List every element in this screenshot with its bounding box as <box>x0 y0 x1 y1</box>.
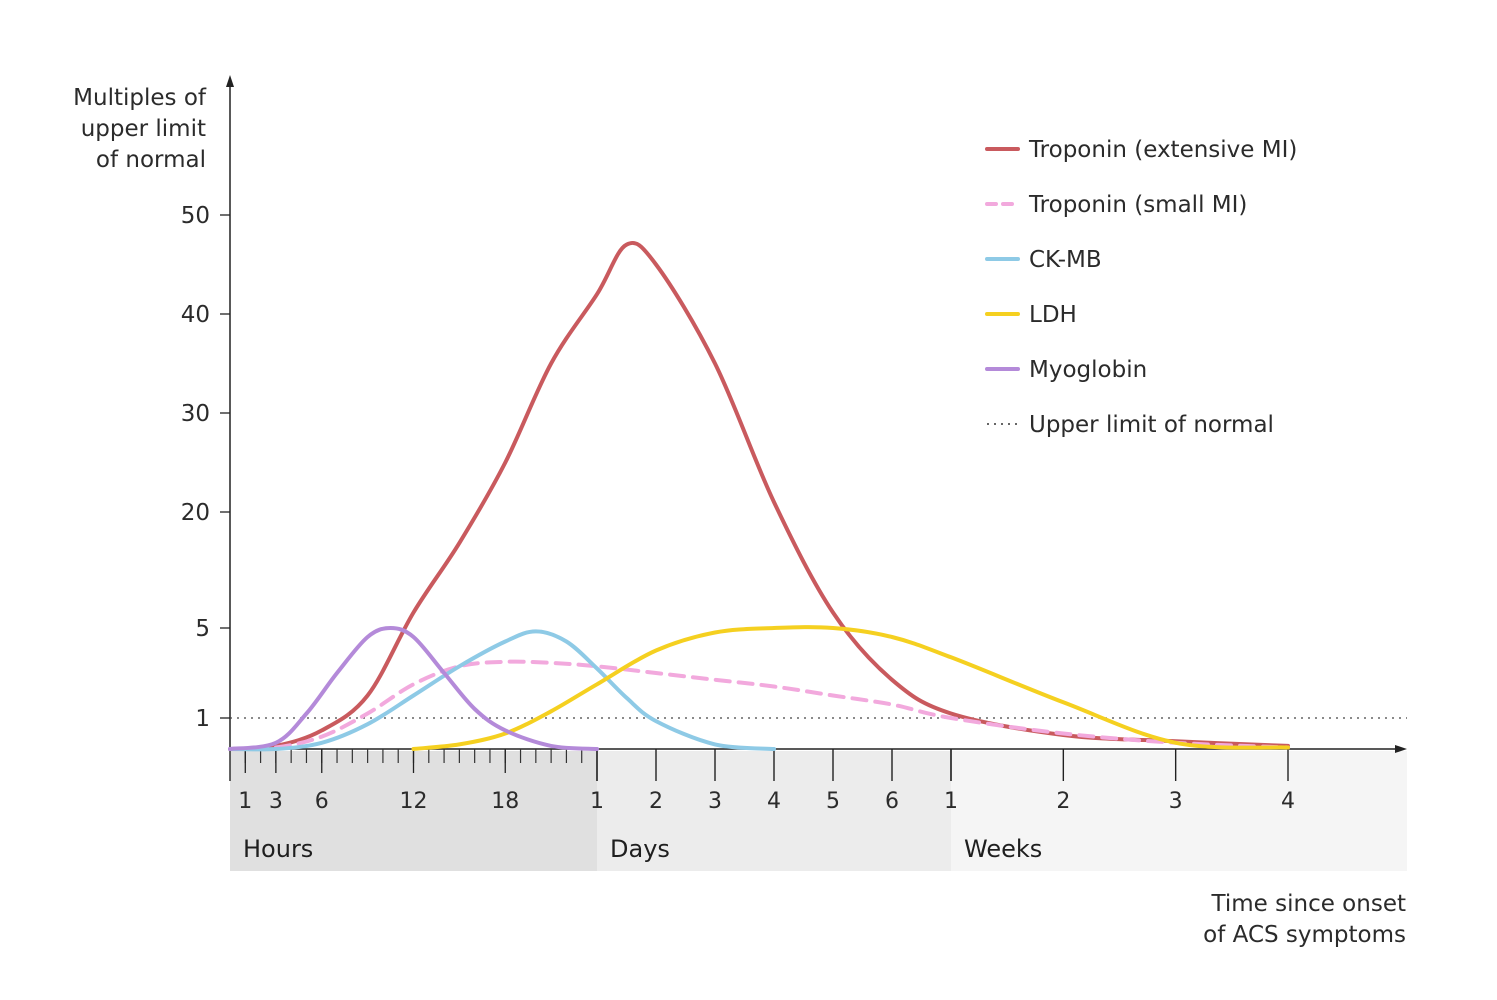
legend: Troponin (extensive MI) Troponin (small M… <box>985 137 1297 438</box>
series-line-troponin-extensive-mi <box>228 240 1290 751</box>
legend-label: Troponin (extensive MI) <box>1028 137 1297 163</box>
x-tick-label-hours: 18 <box>491 789 519 814</box>
x-tick-label-weeks: 4 <box>1281 789 1295 814</box>
legend-label: Upper limit of normal <box>1029 412 1274 438</box>
x-tick-label-weeks: 3 <box>1169 789 1183 814</box>
y-tick-label: 50 <box>181 203 210 229</box>
y-axis-label: upper limit <box>81 116 206 142</box>
y-tick-label: 30 <box>181 401 210 427</box>
series-line-myoglobin <box>228 626 599 751</box>
y-axis-label: Multiples of <box>73 85 207 111</box>
x-tick-label-hours: 3 <box>269 789 283 814</box>
series-line-ck-mb <box>228 629 776 752</box>
x-tick-label-hours: 12 <box>400 789 428 814</box>
y-tick-label: 1 <box>195 706 210 732</box>
band-label-weeks: Weeks <box>964 835 1042 863</box>
x-tick-label-hours: 1 <box>238 789 252 814</box>
series-lines <box>228 240 1290 752</box>
x-tick-label-days: 6 <box>885 789 899 814</box>
y-tick-label: 5 <box>195 616 210 642</box>
legend-label: Myoglobin <box>1029 357 1147 383</box>
y-axis-arrow <box>226 75 234 87</box>
x-tick-label-days: 5 <box>826 789 840 814</box>
legend-label: Troponin (small MI) <box>1028 192 1247 218</box>
x-tick-label-days: 4 <box>767 789 781 814</box>
x-tick-label-weeks: 2 <box>1056 789 1070 814</box>
y-axis-label: of normal <box>96 147 206 173</box>
series-line-ldh <box>411 625 1290 751</box>
x-axis-label: of ACS symptoms <box>1203 922 1406 948</box>
y-tick-label: 20 <box>181 500 210 526</box>
band-label-hours: Hours <box>243 835 313 863</box>
x-tick-label-hours: 6 <box>315 789 329 814</box>
band-label-days: Days <box>610 835 670 863</box>
legend-label: CK-MB <box>1029 247 1102 273</box>
y-ticks: 1 5 20 30 40 50 <box>181 203 230 732</box>
x-axis-arrow <box>1395 745 1407 753</box>
x-tick-label-days: 1 <box>590 789 604 814</box>
x-ticks: 1 3 6 12 18 1 2 3 4 5 6 1 2 3 4 <box>229 749 1295 814</box>
band-weeks <box>951 751 1407 871</box>
y-tick-label: 40 <box>181 302 210 328</box>
axis-labels: Multiples of upper limit of normal Time sin… <box>73 85 1406 948</box>
x-tick-label-weeks: 1 <box>944 789 958 814</box>
x-tick-label-days: 3 <box>708 789 722 814</box>
x-tick-label-days: 2 <box>649 789 663 814</box>
series-line-troponin-small-mi <box>228 659 1290 751</box>
x-axis-label: Time since onset <box>1211 891 1406 917</box>
legend-label: LDH <box>1029 302 1077 328</box>
